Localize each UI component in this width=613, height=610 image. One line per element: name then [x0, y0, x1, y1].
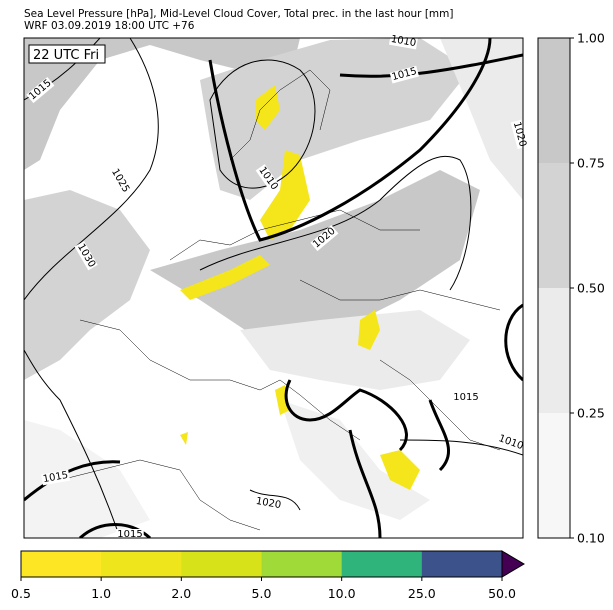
colorbar-extend	[501, 550, 525, 578]
contour-label: 1015	[453, 392, 478, 403]
colorbar-tick-label: 0.5	[11, 586, 31, 601]
colorbar-tick-label: 50.0	[488, 586, 516, 601]
colorbar-segment	[101, 551, 182, 577]
contour-label: 1015	[117, 529, 142, 540]
colorbar-segment	[538, 38, 570, 163]
precip-colorbar: 0.5 1.0 2.0 5.0 10.0 25.0 50.0	[11, 550, 525, 601]
colorbar-segment	[538, 163, 570, 288]
colorbar-segment	[261, 551, 343, 577]
contour-label-bg	[496, 432, 526, 453]
contour-label-bg	[26, 77, 55, 104]
contour-label: 1020	[255, 496, 282, 511]
contour-label-bg	[255, 164, 281, 193]
title: Sea Level Pressure [hPa], Mid-Level Clou…	[24, 8, 454, 20]
contour-label-bg	[116, 529, 144, 540]
time-label-box	[28, 44, 106, 64]
colorbar-segment	[538, 288, 570, 413]
contour-label-bg	[510, 119, 529, 150]
colorbar-segment	[21, 551, 102, 577]
colorbar-segment	[538, 413, 570, 538]
contour-label-bg	[74, 241, 98, 271]
coastlines	[59, 69, 501, 531]
contour-label-bg	[452, 392, 480, 403]
colorbar-tick-label: 0.25	[577, 406, 605, 421]
colorbar-tick-label: 1.00	[577, 31, 605, 46]
contour-label-bg	[108, 166, 132, 196]
cloud-colorbar: 0.10 0.25 0.50 0.75 1.00	[537, 31, 605, 546]
colorbar-tick-label: 2.0	[171, 586, 191, 601]
contour-label-bg	[389, 65, 420, 84]
time-label: 22 UTC Fri	[33, 48, 99, 63]
contour-label: 1015	[42, 470, 69, 485]
colorbar-segment	[421, 551, 503, 577]
colorbar-tick-label: 0.75	[577, 156, 605, 171]
subtitle: WRF 03.09.2019 18:00 UTC +76	[24, 20, 195, 32]
contour-label-bg	[41, 469, 71, 486]
map-frame	[23, 37, 524, 539]
colorbar-tick-label: 5.0	[252, 586, 272, 601]
cloud-cover	[24, 38, 523, 538]
colorbar-tick-label: 0.10	[577, 531, 605, 546]
colorbar-tick-label: 1.0	[91, 586, 111, 601]
colorbar-tick-label: 10.0	[328, 586, 356, 601]
colorbar-tick-label: 0.50	[577, 281, 605, 296]
colorbar-segment	[341, 551, 423, 577]
colorbar-tick-label: 25.0	[408, 586, 436, 601]
contour-label-bg	[310, 225, 339, 252]
map: 1010101510151020101010251020103010151010…	[23, 33, 529, 540]
contour-label-bg	[253, 495, 283, 512]
colorbar-segment	[181, 551, 262, 577]
